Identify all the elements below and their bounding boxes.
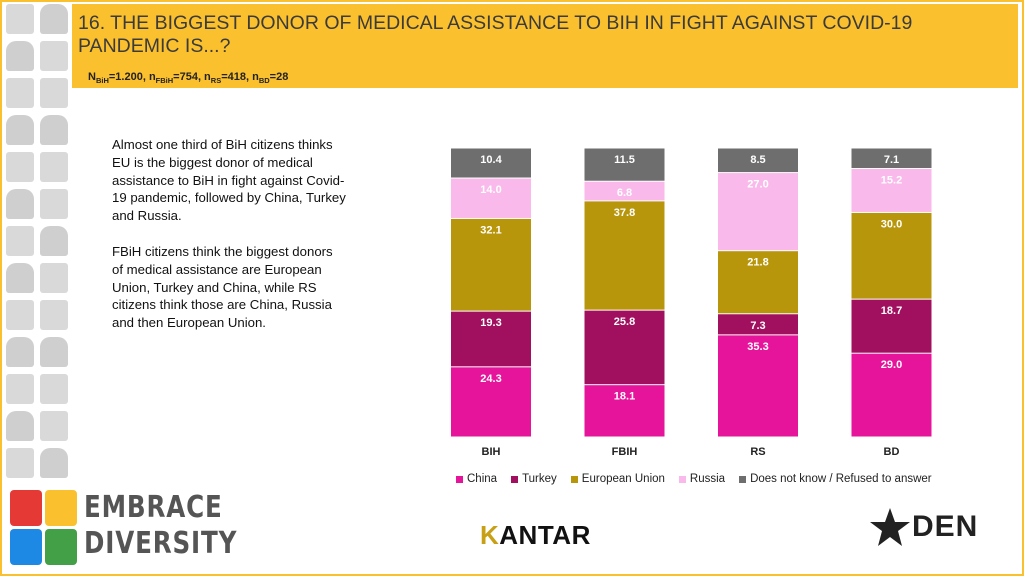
bar-rs-european-union [718, 251, 798, 314]
bar-bd-european-union [851, 212, 932, 299]
data-label: 18.1 [614, 391, 635, 403]
bar-bih-china [451, 367, 531, 437]
bar-fbih-does-not-know-refused-to-answer [584, 148, 665, 181]
bih-eu-logo-mark [10, 490, 77, 566]
bar-fbih-russia [584, 181, 665, 201]
data-label: 24.3 [480, 373, 501, 385]
category-label: FBIH [612, 446, 638, 458]
bar-bih-european-union [451, 218, 531, 311]
bar-fbih-turkey [584, 310, 665, 385]
data-label: 30.0 [881, 218, 902, 230]
bar-rs-china [718, 335, 798, 437]
data-label: 27.0 [747, 179, 768, 191]
legend-label: European Union [581, 473, 665, 485]
bar-bd-russia [851, 169, 932, 212]
data-label: 15.2 [881, 175, 902, 187]
legend-swatch [456, 475, 463, 483]
data-label: 7.3 [750, 320, 765, 332]
legend-item: European Union [570, 473, 665, 485]
legend-label: China [467, 473, 498, 485]
legend-swatch [678, 475, 686, 483]
brand-pattern [6, 4, 72, 484]
category-label: RS [750, 446, 765, 458]
legend-item: Turkey [511, 473, 557, 485]
category-label: BD [884, 446, 900, 458]
description-text: Almost one third of BiH citizens thinks … [112, 136, 347, 350]
bar-bih-turkey [451, 311, 531, 367]
data-label: 37.8 [614, 207, 635, 219]
data-label: 8.5 [750, 154, 765, 166]
legend-swatch [570, 475, 578, 483]
data-label: 14.0 [480, 184, 501, 196]
chart-legend: China Turkey European Union Russia Does not … [456, 473, 932, 485]
data-label: 35.3 [747, 341, 768, 353]
header-bar: 16. THE BIGGEST DONOR OF MEDICAL ASSISTA… [72, 4, 1018, 88]
data-label: 19.3 [480, 317, 501, 329]
bar-bd-turkey [851, 299, 932, 353]
data-label: 18.7 [881, 305, 902, 317]
bar-rs-turkey [718, 314, 798, 335]
legend-label: Does not know / Refused to answer [750, 473, 932, 485]
legend-swatch [511, 475, 519, 483]
bar-fbih-european-union [584, 201, 665, 310]
bar-bih-does-not-know-refused-to-answer [451, 148, 531, 178]
data-label: 29.0 [881, 359, 902, 371]
data-label: 6.8 [617, 187, 632, 199]
bar-bd-does-not-know-refused-to-answer [851, 148, 932, 169]
category-label: BIH [482, 446, 501, 458]
den-logo: DEN [868, 504, 988, 552]
description-paragraph-2: FBiH citizens think the biggest donors o… [112, 243, 333, 331]
embrace-diversity-logo: EMBRACE DIVERSITY [6, 490, 246, 570]
bar-rs-russia [718, 173, 798, 251]
data-label: 25.8 [614, 316, 635, 328]
bar-bd-china [851, 353, 932, 437]
data-label: 11.5 [614, 154, 635, 166]
sample-size: NBiH=1.200, nFBiH=754, nRS=418, nBD=28 [88, 71, 289, 86]
description-paragraph-1: Almost one third of BiH citizens thinks … [112, 137, 346, 224]
legend-item: China [456, 473, 497, 485]
stacked-bar-chart: 24.3 19.3 32.1 14.0 10.4 BIH 18.1 25.8 37.8 6.8 11… [451, 148, 932, 458]
legend-item: Does not know / Refused to answer [739, 473, 932, 485]
legend-label: Russia [689, 473, 726, 485]
legend-swatch [739, 475, 747, 483]
data-label: 10.4 [480, 154, 502, 166]
bar-rs-does-not-know-refused-to-answer [718, 148, 798, 173]
star-icon [870, 508, 910, 546]
bar-bih-russia [451, 178, 531, 218]
kantar-logo: KANTAR [480, 520, 591, 550]
page-title: 16. THE BIGGEST DONOR OF MEDICAL ASSISTA… [78, 12, 913, 57]
data-label: 21.8 [747, 257, 768, 269]
data-label: 32.1 [480, 224, 501, 236]
legend-label: Turkey [522, 473, 557, 485]
data-label: 7.1 [884, 154, 899, 166]
embrace-diversity-text: EMBRACE DIVERSITY [84, 490, 238, 561]
bar-fbih-china [584, 385, 665, 437]
legend-item: Russia [678, 473, 726, 485]
